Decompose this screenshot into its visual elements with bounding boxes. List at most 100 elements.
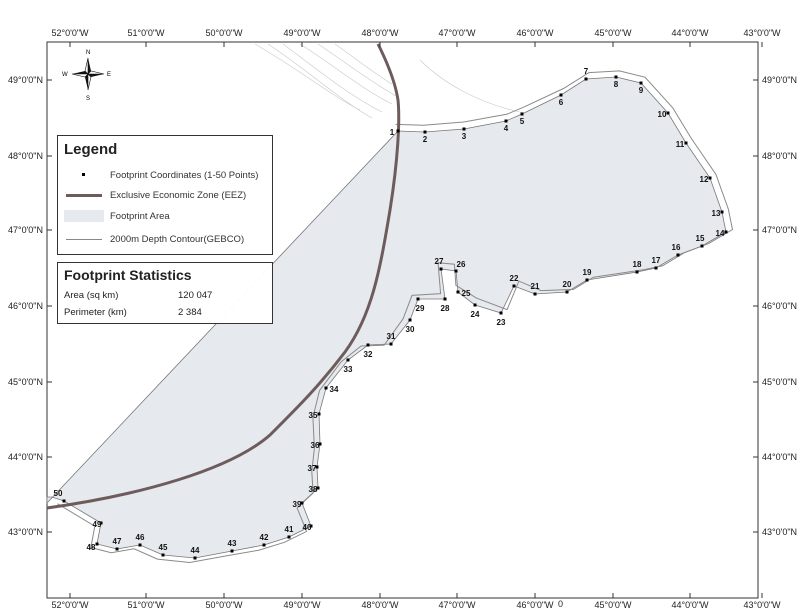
bottom-lon-label: 46°0'0"W bbox=[516, 600, 554, 610]
top-lon-label: 52°0'0"W bbox=[51, 28, 89, 38]
compass-rose-icon: N S E W bbox=[62, 50, 111, 102]
bottom-lon-label: 49°0'0"W bbox=[283, 600, 321, 610]
right-lat-label: 49°0'0"N bbox=[762, 75, 797, 85]
footprint-point-label: 19 bbox=[583, 268, 592, 277]
footprint-point-label: 25 bbox=[462, 289, 471, 298]
footprint-point-marker bbox=[416, 297, 420, 301]
top-lon-label: 45°0'0"W bbox=[594, 28, 632, 38]
bottom-lon-label: 52°0'0"W bbox=[51, 600, 89, 610]
legend-title: Legend bbox=[64, 141, 118, 158]
top-lon-label: 47°0'0"W bbox=[438, 28, 476, 38]
bottom-lon-label: 50°0'0"W bbox=[205, 600, 243, 610]
footprint-point-label: 15 bbox=[696, 234, 705, 243]
footprint-point-marker bbox=[654, 266, 658, 270]
bottom-longitude-axis: 52°0'0"W 51°0'0"W 50°0'0"W 49°0'0"W 48°0'0"W… bbox=[51, 593, 781, 610]
footprint-point-marker bbox=[262, 543, 266, 547]
right-lat-label: 46°0'0"N bbox=[762, 301, 797, 311]
footprint-point-marker bbox=[99, 521, 103, 525]
footprint-point-label: 24 bbox=[471, 310, 480, 319]
footprint-point-marker bbox=[585, 278, 589, 282]
footprint-point-label: 3 bbox=[462, 132, 467, 141]
stats-label-area: Area (sq km) bbox=[64, 290, 119, 301]
footprint-point-marker bbox=[720, 210, 724, 214]
footprint-point-label: 33 bbox=[344, 365, 353, 374]
point-icon bbox=[64, 169, 104, 181]
footprint-point-label: 32 bbox=[364, 350, 373, 359]
eez-line-icon bbox=[64, 189, 104, 201]
footprint-point-marker bbox=[676, 253, 680, 257]
footprint-point-marker bbox=[193, 556, 197, 560]
footprint-point-marker bbox=[318, 442, 322, 446]
bottom-lon-label: 51°0'0"W bbox=[127, 600, 165, 610]
footprint-point-label: 7 bbox=[584, 67, 589, 76]
footprint-point-marker bbox=[462, 127, 466, 131]
footprint-point-marker bbox=[512, 284, 516, 288]
footprint-point-marker bbox=[520, 112, 524, 116]
footprint-point-marker bbox=[315, 465, 319, 469]
legend-item-eez: Exclusive Economic Zone (EEZ) bbox=[64, 189, 246, 201]
area-swatch-icon bbox=[64, 210, 104, 222]
footprint-point-marker bbox=[584, 77, 588, 81]
stats-panel: Footprint Statistics Area (sq km) 120 04… bbox=[57, 262, 273, 324]
depth-contour-2000m bbox=[57, 70, 734, 564]
footprint-point-label: 35 bbox=[309, 411, 318, 420]
footprint-point-marker bbox=[684, 141, 688, 145]
footprint-point-label: 45 bbox=[159, 543, 168, 552]
footprint-point-marker bbox=[456, 290, 460, 294]
top-longitude-axis: 52°0'0"W 51°0'0"W 50°0'0"W 49°0'0"W 48°0'0"W… bbox=[51, 28, 781, 47]
footprint-point-label: 5 bbox=[520, 117, 525, 126]
footprint-point-label: 28 bbox=[441, 304, 450, 313]
footprint-point-label: 16 bbox=[672, 243, 681, 252]
footprint-point-marker bbox=[473, 303, 477, 307]
footprint-point-label: 49 bbox=[93, 520, 102, 529]
footprint-point-label: 1 bbox=[390, 128, 395, 137]
footprint-point-marker bbox=[565, 290, 569, 294]
footprint-point-marker bbox=[559, 93, 563, 97]
footprint-point-label: 30 bbox=[406, 325, 415, 334]
footprint-point-marker bbox=[708, 176, 712, 180]
footprint-point-label: 38 bbox=[309, 485, 318, 494]
footprint-point-label: 37 bbox=[308, 464, 317, 473]
top-lon-label: 48°0'0"W bbox=[361, 28, 399, 38]
top-lon-label: 50°0'0"W bbox=[205, 28, 243, 38]
compass-e: E bbox=[107, 72, 111, 78]
bottom-lon-label: 47°0'0"W bbox=[438, 600, 476, 610]
right-lat-label: 48°0'0"N bbox=[762, 151, 797, 161]
left-lat-label: 44°0'0"N bbox=[8, 452, 43, 462]
compass-s: S bbox=[86, 96, 90, 102]
compass-w: W bbox=[62, 72, 68, 78]
left-lat-label: 45°0'0"N bbox=[8, 377, 43, 387]
footprint-point-marker bbox=[287, 535, 291, 539]
footprint-point-label: 41 bbox=[285, 525, 294, 534]
footprint-point-label: 43 bbox=[228, 539, 237, 548]
footprint-point-marker bbox=[389, 342, 393, 346]
legend-label-contour: 2000m Depth Contour(GEBCO) bbox=[110, 233, 245, 245]
legend-item-contour: 2000m Depth Contour(GEBCO) bbox=[64, 233, 244, 245]
footprint-point-marker bbox=[724, 230, 728, 234]
bottom-lon-label: 43°0'0"W bbox=[743, 600, 781, 610]
left-lat-label: 43°0'0"N bbox=[8, 527, 43, 537]
footprint-point-label: 36 bbox=[311, 441, 320, 450]
legend-item-area: Footprint Area bbox=[64, 210, 170, 222]
footprint-point-marker bbox=[614, 75, 618, 79]
footprint-area bbox=[46, 76, 727, 559]
footprint-point-marker bbox=[346, 358, 350, 362]
footprint-point-marker bbox=[666, 111, 670, 115]
eez-boundary bbox=[46, 43, 401, 510]
footprint-point-label: 4 bbox=[504, 124, 509, 133]
top-lon-label: 46°0'0"W bbox=[516, 28, 554, 38]
footprint-point-label: 44 bbox=[191, 546, 200, 555]
footprint-point-marker bbox=[439, 267, 443, 271]
footprint-point-label: 34 bbox=[330, 385, 339, 394]
right-lat-label: 43°0'0"N bbox=[762, 527, 797, 537]
footprint-point-label: 12 bbox=[700, 175, 709, 184]
footprint-point-marker bbox=[95, 542, 99, 546]
footprint-point-marker bbox=[115, 547, 119, 551]
footprint-point-label: 18 bbox=[633, 260, 642, 269]
footprint-point-label: 27 bbox=[435, 257, 444, 266]
right-lat-label: 47°0'0"N bbox=[762, 225, 797, 235]
footprint-point-marker bbox=[309, 524, 313, 528]
footprint-point-label: 29 bbox=[416, 304, 425, 313]
stats-value-perimeter: 2 384 bbox=[178, 307, 202, 318]
footprint-point-marker bbox=[454, 269, 458, 273]
